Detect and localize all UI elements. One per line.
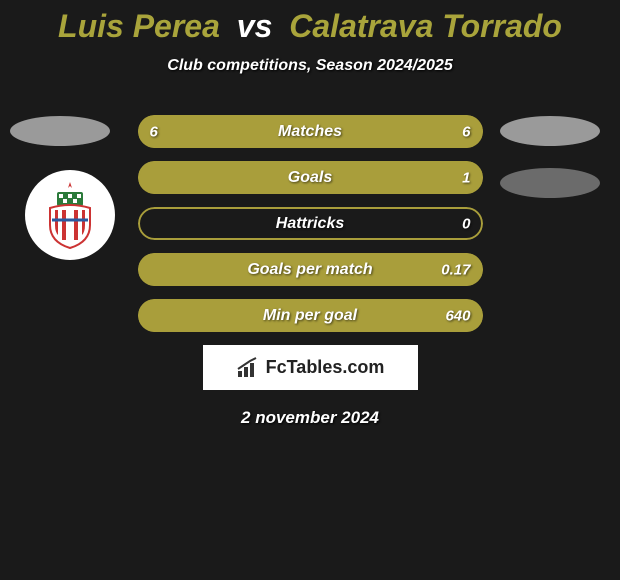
header: Luis Perea vs Calatrava Torrado Club com… [0,0,620,75]
stat-label: Goals per match [247,261,372,279]
stat-value-left: 6 [150,123,158,140]
stat-label: Matches [278,123,342,141]
stat-label: Goals [288,169,332,187]
stat-value-right: 6 [462,123,470,140]
player1-ellipse-placeholder [10,116,110,146]
stat-value-right: 0.17 [441,261,470,278]
comparison-title: Luis Perea vs Calatrava Torrado [0,8,620,45]
player2-ellipse-placeholder-1 [500,116,600,146]
logo-box: FcTables.com [203,345,418,390]
stat-value-right: 640 [445,307,470,324]
stat-row-min-per-goal: Min per goal 640 [138,299,483,332]
content-area: 6 Matches 6 Goals 1 Hattricks 0 Goals pe… [0,100,620,428]
date-text: 2 november 2024 [0,408,620,428]
player2-ellipse-placeholder-2 [500,168,600,198]
logo-text: FcTables.com [266,357,385,378]
stat-row-hattricks: Hattricks 0 [138,207,483,240]
stat-value-right: 1 [462,169,470,186]
stat-value-right: 0 [462,215,470,232]
stat-bars-container: 6 Matches 6 Goals 1 Hattricks 0 Goals pe… [138,100,483,332]
player2-name: Calatrava Torrado [289,8,562,44]
stat-row-goals-per-match: Goals per match 0.17 [138,253,483,286]
stat-label: Hattricks [276,215,344,233]
chart-icon [236,357,260,379]
stat-row-goals: Goals 1 [138,161,483,194]
shield-icon [40,180,100,250]
subtitle: Club competitions, Season 2024/2025 [0,57,620,75]
stat-row-matches: 6 Matches 6 [138,115,483,148]
stat-label: Min per goal [263,307,357,325]
club-badge [25,170,115,260]
vs-text: vs [237,8,273,44]
player1-name: Luis Perea [58,8,220,44]
